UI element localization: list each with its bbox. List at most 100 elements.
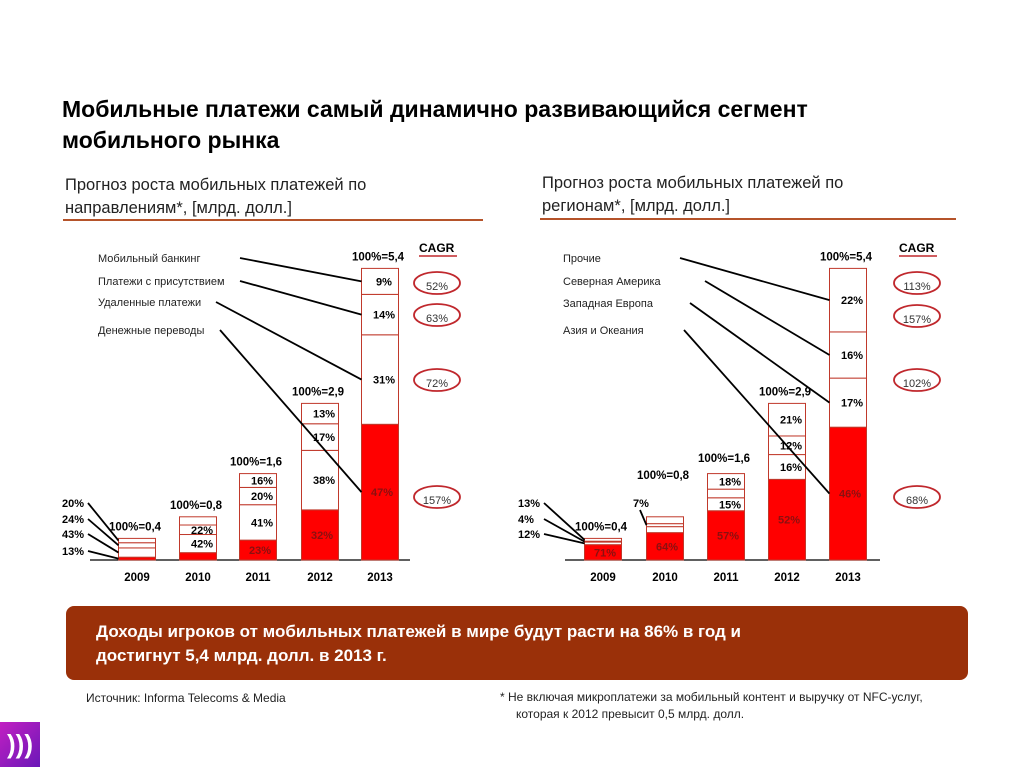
chart-title-line: Прогноз роста мобильных платежей по xyxy=(542,174,844,192)
cagr-oval xyxy=(413,303,461,327)
left-divider xyxy=(63,219,483,221)
leader-line xyxy=(704,280,830,356)
leader-line xyxy=(87,550,119,560)
category-label: 2009 xyxy=(590,572,616,584)
summary-banner: Доходы игроков от мобильных платежей в м… xyxy=(66,606,968,680)
chart-title-line: Прогноз роста мобильных платежей по xyxy=(65,176,367,194)
cagr-value: 157% xyxy=(423,495,451,507)
data-label: 64% xyxy=(656,541,678,553)
footnote-line: * Не включая микроплатежи за мобильный к… xyxy=(500,690,923,704)
total-label: 100%=2,9 xyxy=(292,386,344,398)
data-label: 47% xyxy=(371,487,393,499)
footnote-line: которая к 2012 превысит 0,5 млрд. долл. xyxy=(516,707,745,721)
data-label: 21% xyxy=(780,415,802,427)
bar-segment xyxy=(768,478,806,561)
series-label: Мобильный банкинг xyxy=(98,253,200,265)
cagr-oval xyxy=(893,485,941,509)
charts-canvas: 100%=0,4 2009 42% 22% 100%=0,8 2010 23% 41% 20% 1… xyxy=(62,241,941,584)
bar-segment xyxy=(768,402,806,437)
banner-line: достигнут 5,4 млрд. долл. в 2013 г. xyxy=(96,646,387,665)
bar-segment xyxy=(707,510,745,561)
data-label: 46% xyxy=(839,489,861,501)
data-label: 18% xyxy=(719,476,741,488)
data-label: 22% xyxy=(191,525,213,537)
total-label: 100%=5,4 xyxy=(820,251,873,263)
category-label: 2010 xyxy=(652,572,678,584)
leader-line xyxy=(87,502,120,542)
cagr-value: 63% xyxy=(426,313,448,325)
title-line: мобильного рынка xyxy=(62,127,280,153)
leader-line xyxy=(87,518,120,546)
leader-line xyxy=(543,533,585,545)
data-label: 41% xyxy=(251,517,273,529)
data-label: 23% xyxy=(249,545,271,557)
data-label: 42% xyxy=(191,539,213,551)
total-label: 100%=0,4 xyxy=(575,521,628,533)
series-label: Азия и Океания xyxy=(563,325,644,337)
bar-segment xyxy=(118,537,156,544)
category-label: 2010 xyxy=(185,572,211,584)
category-label: 2011 xyxy=(246,572,272,584)
leader-line xyxy=(689,302,831,404)
cagr-value: 52% xyxy=(426,281,448,293)
bar-segment xyxy=(361,423,399,561)
data-label: 16% xyxy=(251,476,273,488)
bar-segment xyxy=(361,267,399,295)
cagr-value: 68% xyxy=(906,495,928,507)
bar-segment xyxy=(179,552,217,561)
data-label: 22% xyxy=(841,295,863,307)
category-label: 2013 xyxy=(367,572,393,584)
leader-line xyxy=(239,280,362,316)
outside-label: 24% xyxy=(62,514,84,526)
data-label: 13% xyxy=(313,409,335,421)
brand-logo-icon: ))) xyxy=(0,722,40,767)
total-label: 100%=0,8 xyxy=(637,470,690,482)
series-label: Западная Европа xyxy=(563,298,654,310)
bar-segment xyxy=(301,449,339,511)
bar-segment xyxy=(829,331,867,379)
banner-line: Доходы игроков от мобильных платежей в м… xyxy=(96,622,742,641)
bar-segment xyxy=(707,488,745,499)
outside-label: 4% xyxy=(518,514,534,526)
category-label: 2011 xyxy=(714,572,740,584)
cagr-value: 113% xyxy=(903,281,931,293)
leader-line xyxy=(639,509,648,526)
total-label: 100%=2,9 xyxy=(759,386,811,398)
bar-segment xyxy=(361,293,399,336)
outside-label: 13% xyxy=(62,546,84,558)
leader-line xyxy=(543,502,586,541)
bar-segment xyxy=(646,516,684,525)
cagr-oval xyxy=(413,368,461,392)
chart-title-line: регионам*, [млрд. долл.] xyxy=(542,197,731,215)
outside-label: 20% xyxy=(62,498,84,510)
cagr-header: CAGR xyxy=(899,241,935,255)
leader-line xyxy=(683,329,831,495)
bar-segment xyxy=(239,504,277,541)
category-label: 2012 xyxy=(307,572,333,584)
cagr-value: 72% xyxy=(426,378,448,390)
cagr-value: 157% xyxy=(903,314,931,326)
data-label: 20% xyxy=(251,491,273,503)
outside-label: 13% xyxy=(518,498,540,510)
bar-segment xyxy=(584,537,622,542)
page-title: Мобильные платежи самый динамично развив… xyxy=(62,94,962,156)
data-label: 57% xyxy=(717,530,739,542)
bar-segment xyxy=(179,516,217,526)
cagr-header: CAGR xyxy=(419,241,455,255)
leader-line xyxy=(679,257,830,302)
cagr-oval xyxy=(893,271,941,295)
data-label: 14% xyxy=(373,310,395,322)
data-label: 9% xyxy=(376,276,392,288)
right-divider xyxy=(540,218,956,220)
leader-line xyxy=(87,533,119,554)
chart-title-line: направлениям*, [млрд. долл.] xyxy=(65,199,292,217)
series-label: Прочие xyxy=(563,253,601,265)
total-label: 100%=1,6 xyxy=(698,453,750,465)
bar-segment xyxy=(239,473,277,488)
data-label: 32% xyxy=(311,530,333,542)
leader-line xyxy=(239,257,362,283)
leader-line xyxy=(215,301,362,381)
total-label: 100%=0,4 xyxy=(109,521,162,533)
category-label: 2009 xyxy=(124,572,150,584)
left-chart-title: Прогноз роста мобильных платежей по напр… xyxy=(65,174,366,220)
